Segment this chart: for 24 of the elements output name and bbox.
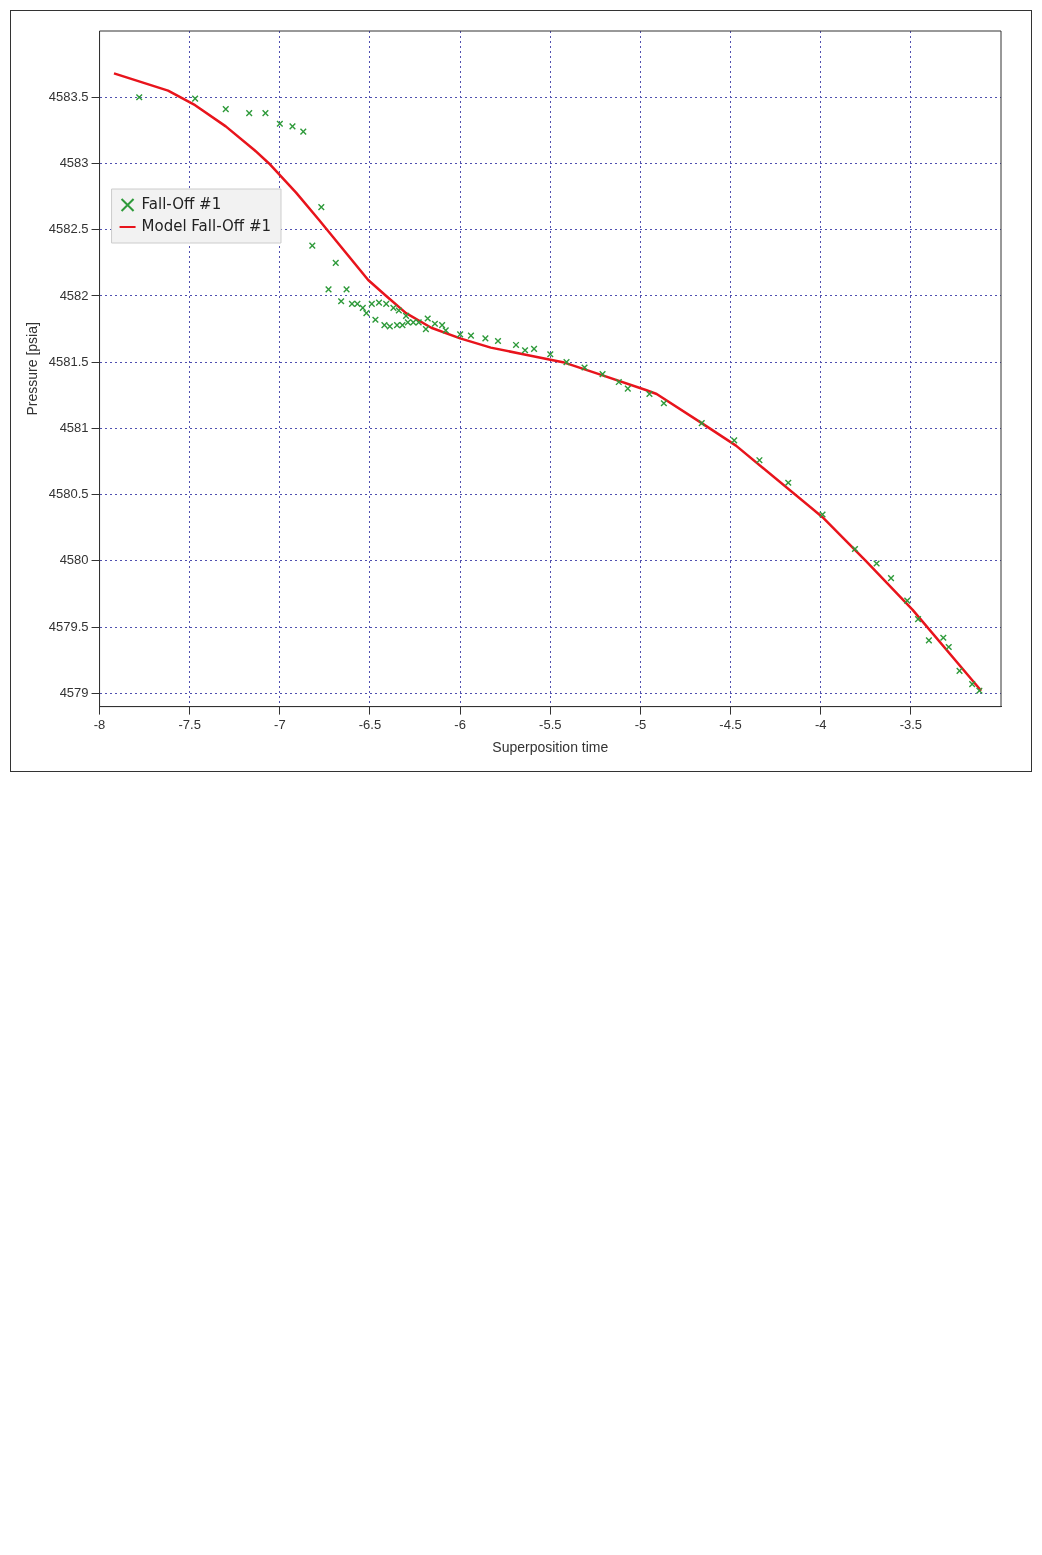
y-tick-label: 4579 [59, 684, 89, 700]
x-tick-label: -5 [634, 716, 647, 732]
x-tick-label: -6.5 [358, 716, 382, 732]
y-tick-label: 4580 [59, 552, 89, 568]
y-axis-title: Pressure [psia] [24, 322, 41, 416]
y-tick-label: 4581.5 [48, 353, 89, 369]
y-tick-label: 4582 [59, 287, 89, 303]
legend-label: Model Fall-Off #1 [141, 216, 271, 235]
y-tick-label: 4580.5 [48, 486, 89, 502]
x-tick-label: -3.5 [899, 716, 923, 732]
y-tick-label: 4583.5 [48, 88, 89, 104]
x-tick-label: -4 [814, 716, 827, 732]
x-tick-label: -8 [93, 716, 106, 732]
x-tick-label: -7 [274, 716, 286, 732]
y-tick-label: 4582.5 [48, 221, 89, 237]
x-axis-title: Superposition time [492, 739, 609, 756]
y-tick-label: 4581 [59, 419, 89, 435]
x-tick-label: -4.5 [719, 716, 742, 732]
x-tick-label: -6 [454, 716, 466, 732]
y-tick-label: 4583 [59, 155, 89, 171]
y-tick-label: 4579.5 [48, 618, 89, 634]
x-tick-label: -7.5 [178, 716, 201, 732]
legend-label: Fall-Off #1 [141, 194, 222, 213]
x-tick-label: -5.5 [539, 716, 562, 732]
